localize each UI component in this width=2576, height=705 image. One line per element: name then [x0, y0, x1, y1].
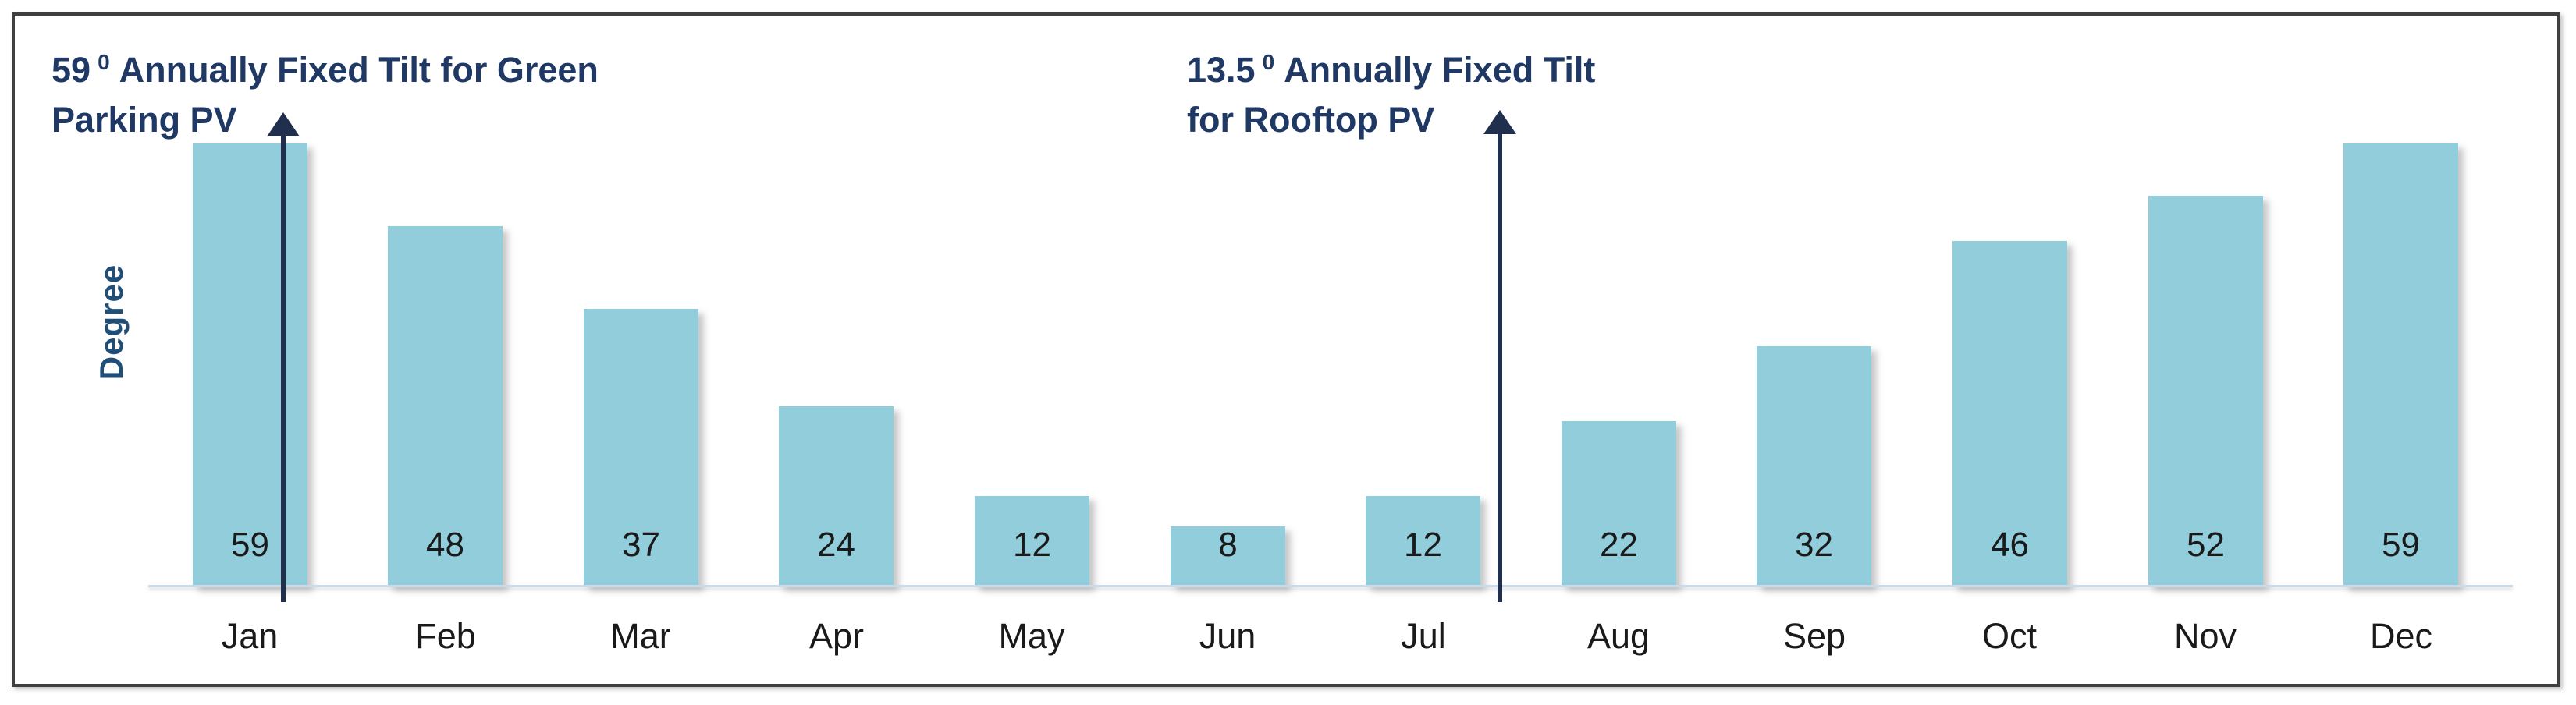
month-label-may: May	[998, 616, 1065, 656]
bar-value-label: 12	[1013, 526, 1051, 564]
annotation-green-parking: 59 0 Annually Fixed Tilt for Green Parking…	[52, 48, 599, 143]
month-label-nov: Nov	[2173, 616, 2237, 656]
bar-value-label: 59	[2382, 526, 2420, 564]
rooftop-arrow-line	[1498, 133, 1502, 602]
annotation-rooftop: 13.5 0 Annually Fixed Tilt for Rooftop PV	[1187, 48, 1595, 143]
month-label-oct: Oct	[1981, 616, 2037, 656]
degree-superscript: 0	[98, 50, 110, 74]
y-axis-title: Degree	[93, 264, 130, 381]
bar-value-label: 22	[1600, 526, 1638, 564]
bar-nov	[2148, 196, 2263, 586]
bar-value-label: 52	[2187, 526, 2225, 564]
annotation-rooftop-line2: for Rooftop PV	[1187, 100, 1435, 140]
month-label-jan: Jan	[221, 616, 279, 656]
bar-jan	[193, 143, 307, 586]
bar-oct	[1952, 241, 2067, 586]
green-parking-arrow-line	[281, 134, 286, 602]
month-label-apr: Apr	[808, 616, 865, 656]
bar-jul	[1366, 496, 1480, 586]
rooftop-arrow-head-icon	[1483, 110, 1516, 134]
bar-value-label: 12	[1404, 526, 1442, 564]
annotation-rooftop-line1: 13.5 0 Annually Fixed Tilt	[1187, 50, 1596, 90]
bar-value-label: 46	[1991, 526, 2029, 564]
month-label-aug: Aug	[1586, 616, 1650, 656]
annotation-green-parking-line2: Parking PV	[52, 100, 237, 140]
bar-aug	[1562, 421, 1676, 586]
month-label-mar: Mar	[610, 616, 671, 656]
month-label-jun: Jun	[1199, 616, 1256, 656]
green-parking-arrow-head-icon	[267, 112, 300, 136]
month-label-feb: Feb	[415, 616, 476, 656]
bar-jun	[1171, 526, 1285, 586]
bar-value-label: 8	[1218, 526, 1238, 564]
degree-superscript: 0	[1262, 50, 1275, 74]
month-label-sep: Sep	[1782, 616, 1846, 656]
bar-value-label: 37	[622, 526, 660, 564]
bar-value-label: 59	[231, 526, 269, 564]
bar-value-label: 24	[817, 526, 855, 564]
bar-value-label: 32	[1795, 526, 1833, 564]
month-label-dec: Dec	[2369, 616, 2433, 656]
bar-apr	[779, 406, 894, 586]
bar-feb	[388, 226, 503, 586]
bar-may	[975, 496, 1089, 586]
month-label-jul: Jul	[1401, 616, 1446, 656]
bar-sep	[1757, 346, 1871, 586]
annotation-green-parking-line1: 59 0 Annually Fixed Tilt for Green	[52, 50, 599, 90]
x-axis-baseline	[148, 585, 2513, 587]
bar-value-label: 48	[426, 526, 464, 564]
bar-mar	[584, 309, 698, 586]
bar-dec	[2343, 143, 2458, 586]
